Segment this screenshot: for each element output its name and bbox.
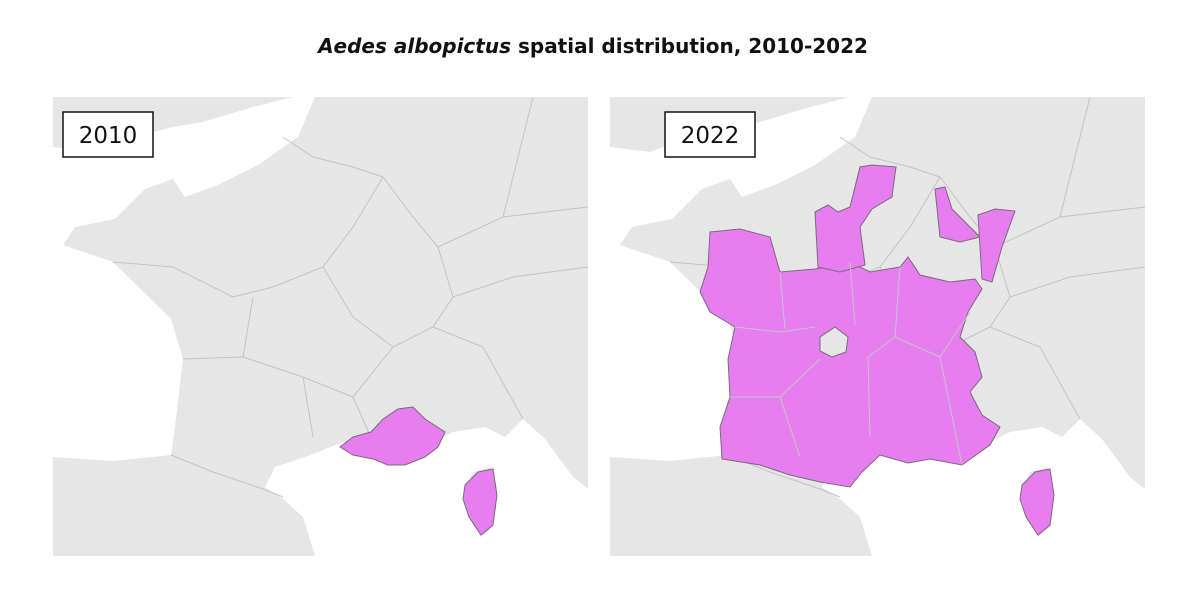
map-2022 [610, 97, 1145, 556]
title-species: Aedes albopictus [316, 34, 511, 58]
region [814, 164, 897, 273]
title-text: spatial distribution, 2010-2022 [518, 34, 868, 58]
year-box [664, 111, 756, 158]
region [699, 228, 1001, 488]
region [339, 406, 446, 466]
year-box [62, 111, 154, 158]
region [977, 208, 1016, 283]
map-2010 [53, 97, 588, 556]
region [934, 186, 981, 243]
region [1019, 468, 1055, 536]
year-label: 2010 [79, 123, 138, 149]
region [462, 468, 498, 536]
year-label: 2022 [681, 123, 740, 149]
title: Aedes albopictus spatial distribution, 2… [316, 34, 868, 58]
